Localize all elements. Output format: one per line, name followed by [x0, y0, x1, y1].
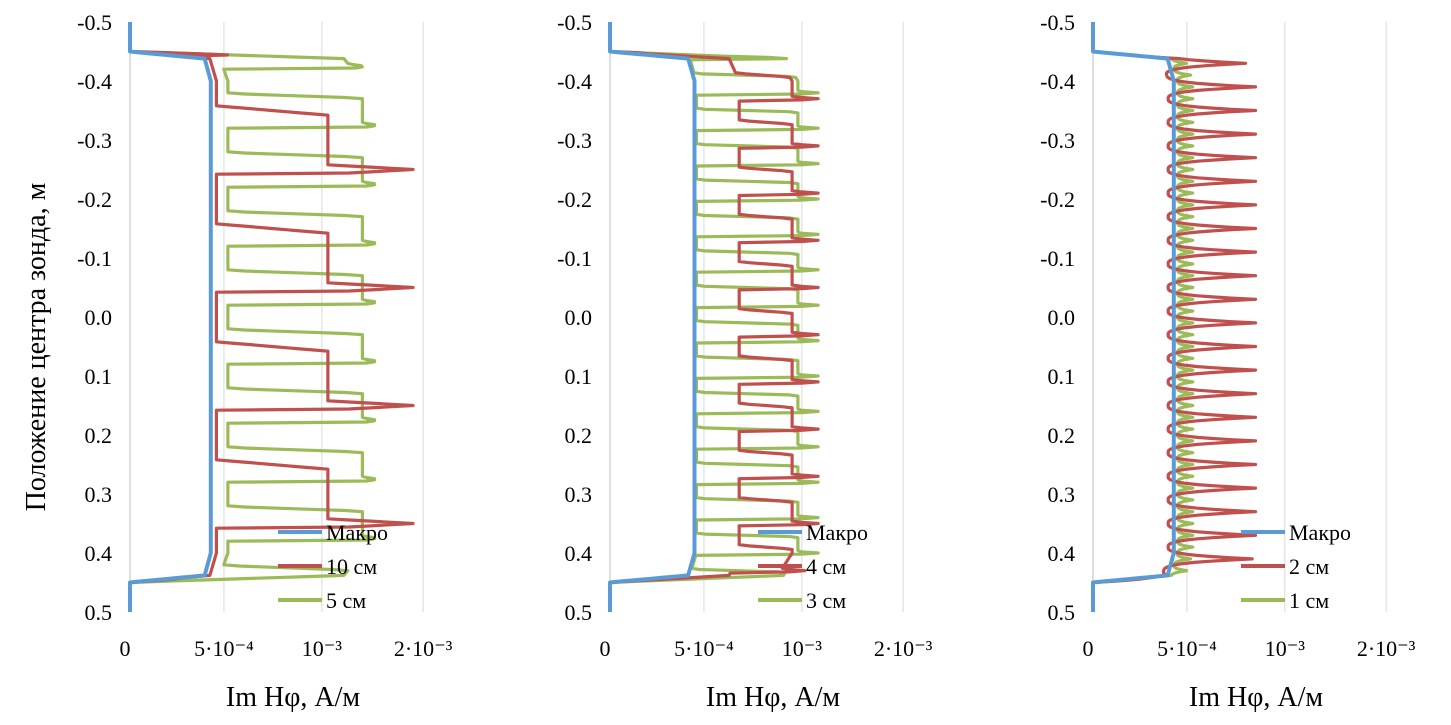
y-tick-label: -0.4 — [77, 69, 112, 94]
x-axis-label: Im Hφ, А/м — [226, 682, 360, 713]
legend-label: 1 см — [1289, 588, 1329, 613]
y-tick-label: 0.2 — [85, 423, 113, 448]
y-tick-label: -0.3 — [1040, 128, 1075, 153]
chart-panel-3: -0.5 -0.4 -0.3 -0.2 -0.1 0.0 0.1 0.2 0.3 0.4 0.5 0 5… — [1040, 10, 1416, 713]
y-tick-label: 0.1 — [1048, 364, 1076, 389]
y-tick-label: 0.1 — [565, 364, 593, 389]
y-tick-label: 0.0 — [565, 305, 593, 330]
legend-label: 3 см — [806, 588, 846, 613]
y-tick-label: -0.3 — [77, 128, 112, 153]
x-tick-label: 0 — [120, 636, 131, 661]
legend: Макро 2 см 1 см — [1241, 520, 1351, 613]
y-tick-label: 0.0 — [85, 305, 113, 330]
y-tick-label: -0.1 — [1040, 246, 1075, 271]
y-tick-label: 0.2 — [565, 423, 593, 448]
legend-label: 10 см — [326, 554, 377, 579]
legend-label: 2 см — [1289, 554, 1329, 579]
x-tick-label: 5·10⁻⁴ — [1157, 636, 1217, 661]
y-tick-label: -0.1 — [77, 246, 112, 271]
x-tick-label: 10⁻³ — [782, 636, 823, 661]
x-tick-label: 10⁻³ — [1265, 636, 1306, 661]
y-tick-label: 0.5 — [85, 600, 113, 625]
y-tick-label: 0.3 — [85, 482, 113, 507]
legend-label: Макро — [326, 520, 388, 545]
y-tick-label: 0.5 — [565, 600, 593, 625]
y-tick-label: -0.3 — [557, 128, 592, 153]
x-tick-label: 2·10⁻³ — [874, 636, 933, 661]
legend-label: Макро — [1289, 520, 1351, 545]
y-tick-label: 0.1 — [85, 364, 113, 389]
y-tick-label: 0.5 — [1048, 600, 1076, 625]
y-tick-label: -0.5 — [77, 10, 112, 35]
series-line-2 — [608, 21, 820, 613]
y-tick-label: -0.2 — [77, 187, 112, 212]
y-tick-label: -0.5 — [1040, 10, 1075, 35]
x-tick-label: 0 — [600, 636, 611, 661]
series-line-2 — [1091, 21, 1258, 613]
legend: Макро 4 см 3 см — [758, 520, 868, 613]
y-tick-label: 0.4 — [85, 541, 113, 566]
x-tick-label: 2·10⁻³ — [394, 636, 453, 661]
y-axis-label: Положение центра зонда, м — [21, 182, 52, 511]
y-tick-label: 0.4 — [565, 541, 593, 566]
y-tick-label: -0.5 — [557, 10, 592, 35]
series-line-1 — [608, 21, 697, 613]
y-tick-label: 0.2 — [1048, 423, 1076, 448]
y-tick-label: -0.2 — [557, 187, 592, 212]
series-line-2 — [128, 21, 415, 613]
legend-label: Макро — [806, 520, 868, 545]
x-tick-label: 2·10⁻³ — [1357, 636, 1416, 661]
y-tick-label: -0.2 — [1040, 187, 1075, 212]
y-tick-label: -0.1 — [557, 246, 592, 271]
series-line-1 — [128, 21, 213, 613]
y-tick-label: 0.4 — [1048, 541, 1076, 566]
y-tick-label: 0.3 — [565, 482, 593, 507]
y-tick-label: 0.3 — [1048, 482, 1076, 507]
x-tick-label: 5·10⁻⁴ — [194, 636, 254, 661]
legend-label: 5 см — [326, 588, 366, 613]
y-tick-label: -0.4 — [557, 69, 592, 94]
chart-panel-1: -0.5 -0.4 -0.3 -0.2 -0.1 0.0 0.1 0.2 0.3 0.4 0.5 0 5… — [21, 10, 453, 713]
x-tick-label: 0 — [1083, 636, 1094, 661]
x-axis-label: Im Hφ, А/м — [706, 682, 840, 713]
legend-label: 4 см — [806, 554, 846, 579]
x-axis-label: Im Hφ, А/м — [1189, 682, 1323, 713]
y-tick-label: 0.0 — [1048, 305, 1076, 330]
y-tick-label: -0.4 — [1040, 69, 1075, 94]
x-tick-label: 10⁻³ — [302, 636, 343, 661]
series-line-1 — [1091, 21, 1176, 613]
x-tick-label: 5·10⁻⁴ — [674, 636, 734, 661]
series-line-3 — [128, 21, 377, 613]
legend: Макро 10 см 5 см — [278, 520, 388, 613]
chart-panel-2: -0.5 -0.4 -0.3 -0.2 -0.1 0.0 0.1 0.2 0.3 0.4 0.5 0 5… — [557, 10, 933, 713]
